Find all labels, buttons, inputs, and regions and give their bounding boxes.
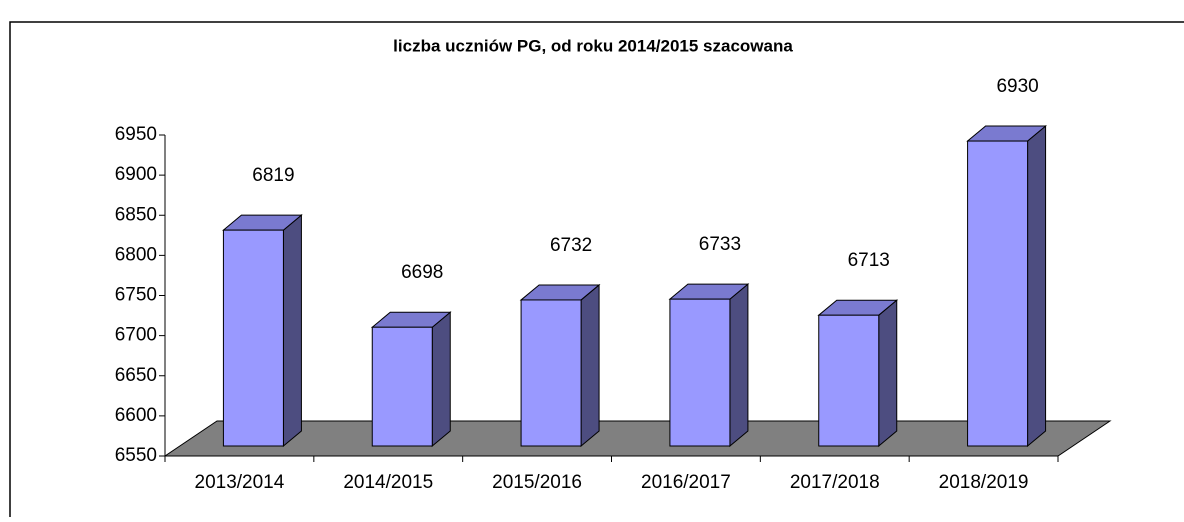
bar-side (580, 283, 600, 448)
x-tick-label: 2013/2014 (195, 472, 285, 493)
chart-title: liczba uczniów PG, od roku 2014/2015 sza… (393, 36, 793, 55)
value-label: 6733 (699, 234, 741, 255)
y-tick-label: 6900 (115, 164, 157, 185)
y-tick-label: 6850 (115, 204, 157, 225)
bar-side (729, 283, 749, 448)
bar (669, 298, 731, 447)
bar-side (431, 311, 451, 448)
y-tick-label: 6650 (115, 365, 157, 386)
value-label: 6713 (848, 250, 890, 271)
bar (371, 326, 433, 447)
value-label: 6819 (252, 165, 294, 186)
bar-side (282, 214, 302, 448)
x-tick-label: 2017/2018 (790, 472, 880, 493)
y-tick-label: 6550 (115, 445, 157, 466)
y-tick-label: 6950 (115, 124, 157, 145)
bar (967, 140, 1029, 447)
x-tick-label: 2014/2015 (343, 472, 433, 493)
x-tick-label: 2016/2017 (641, 472, 731, 493)
y-tick-label: 6600 (115, 405, 157, 426)
bar (520, 299, 582, 447)
y-tick-label: 6750 (115, 285, 157, 306)
bar-side (1027, 124, 1047, 448)
y-tick-label: 6800 (115, 244, 157, 265)
x-tick-label: 2018/2019 (939, 472, 1029, 493)
y-tick-label: 6700 (115, 325, 157, 346)
value-label: 6698 (401, 262, 443, 283)
bar (222, 229, 284, 447)
value-label: 6930 (996, 76, 1038, 97)
x-tick-label: 2015/2016 (492, 472, 582, 493)
bar (818, 314, 880, 447)
value-label: 6732 (550, 235, 592, 256)
bar-side (878, 299, 898, 448)
